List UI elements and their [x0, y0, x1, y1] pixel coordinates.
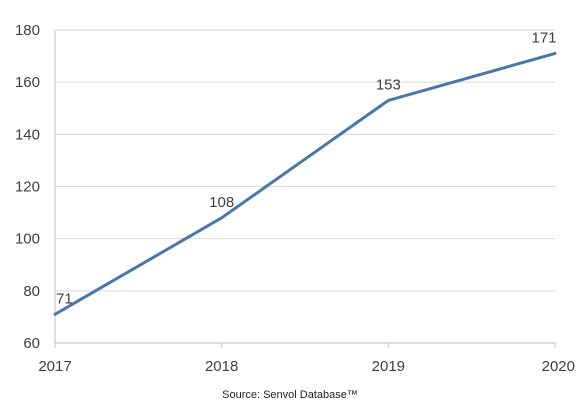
y-tick-label: 140	[15, 126, 40, 143]
y-tick-label: 160	[15, 74, 40, 91]
data-labels: 71 108 153 171	[56, 29, 557, 307]
data-label: 108	[209, 194, 234, 211]
x-axis-ticks: 2017 2018 2019 2020	[38, 343, 575, 375]
data-label: 71	[56, 290, 73, 307]
x-tick-label: 2017	[38, 358, 71, 375]
y-tick-label: 80	[23, 283, 40, 300]
y-axis-ticks: 60 80 100 120 140 160 180	[15, 22, 40, 352]
series-layer	[53, 51, 557, 316]
source-note: Source: Senvol Database™	[222, 389, 358, 401]
y-tick-label: 120	[15, 179, 40, 196]
x-tick-label: 2020	[542, 358, 575, 375]
y-tick-label: 180	[15, 22, 40, 39]
gridlines	[55, 29, 555, 292]
y-tick-label: 60	[23, 335, 40, 352]
chart-canvas: 60 80 100 120 140 160 180 2017 2018 2019 2020 71 1…	[15, 22, 575, 375]
x-tick-label: 2018	[205, 358, 238, 375]
series-line	[53, 51, 557, 316]
axes	[54, 30, 555, 344]
y-tick-label: 100	[15, 231, 40, 248]
data-label: 171	[531, 29, 556, 46]
x-tick-label: 2019	[372, 358, 405, 375]
data-label: 153	[376, 76, 401, 93]
